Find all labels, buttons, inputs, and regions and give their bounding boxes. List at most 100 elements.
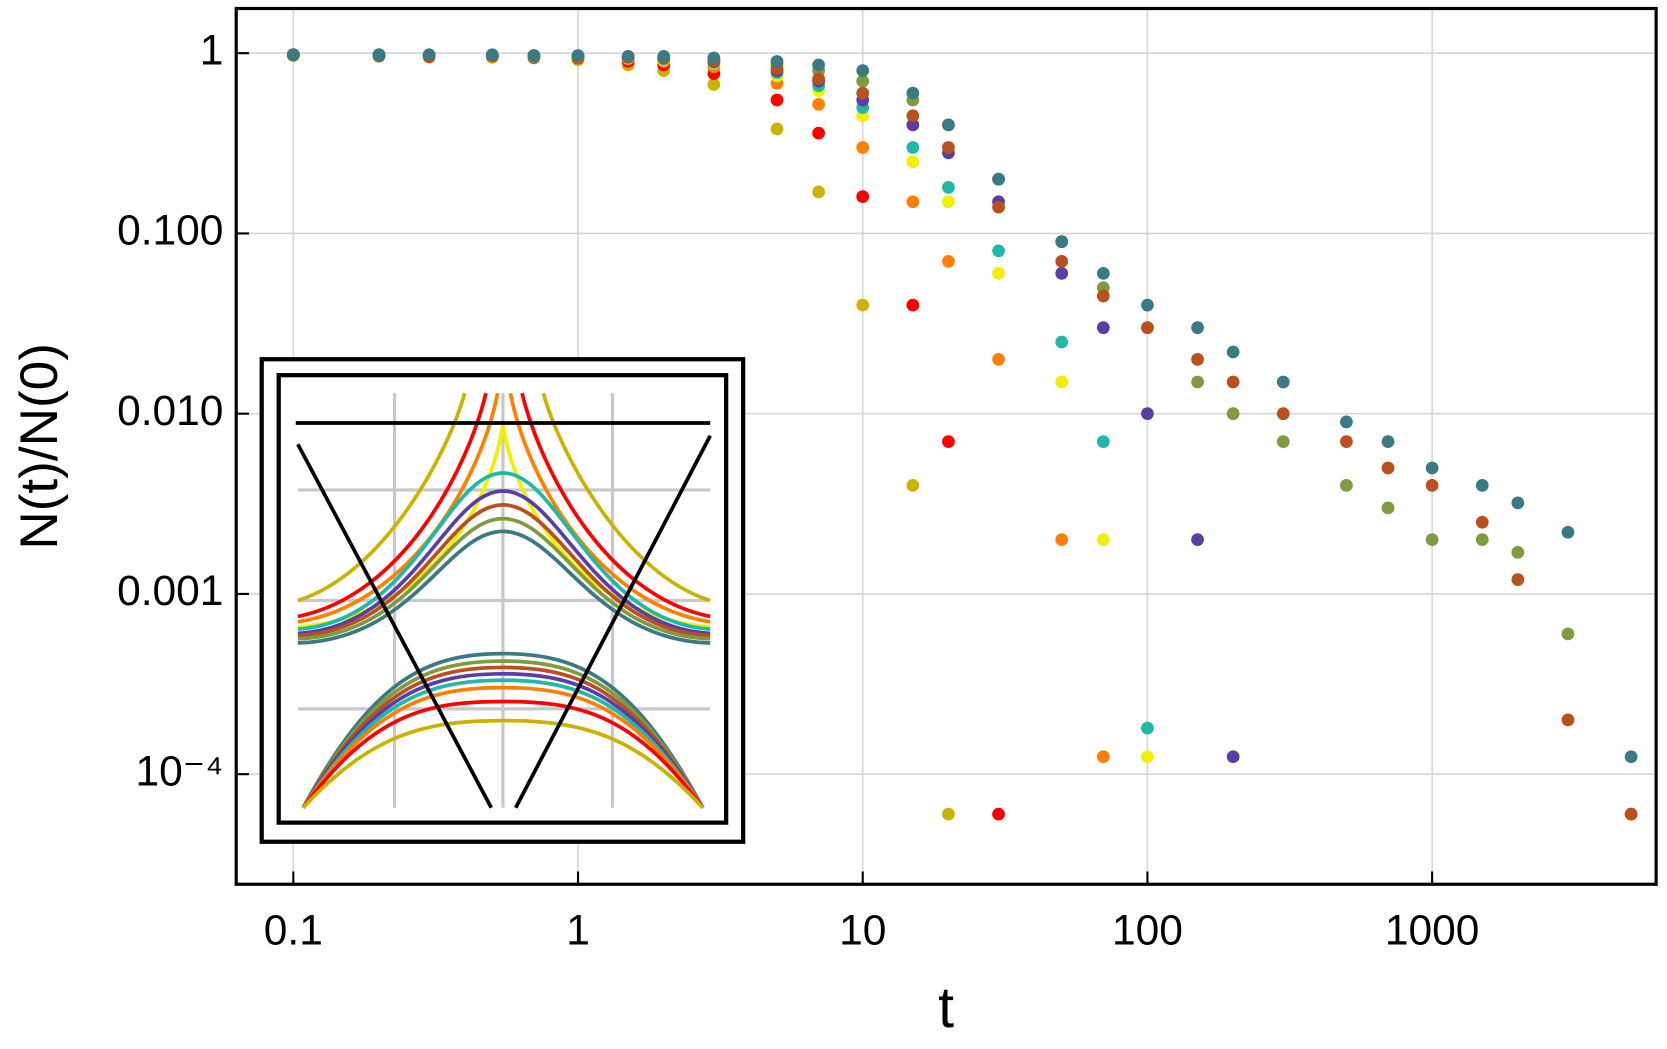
- data-point: [1096, 267, 1110, 280]
- data-point: [1276, 435, 1290, 448]
- data-point: [1561, 525, 1575, 539]
- data-point: [812, 98, 826, 111]
- data-point: [1226, 407, 1240, 421]
- data-point: [856, 64, 870, 78]
- inset: [259, 357, 746, 844]
- data-point: [1381, 461, 1395, 475]
- data-point: [1475, 515, 1489, 529]
- data-point: [1226, 375, 1240, 389]
- x-tick-label: 100: [1112, 907, 1183, 954]
- data-point: [1340, 435, 1353, 448]
- data-point: [906, 195, 920, 209]
- data-point: [1191, 533, 1204, 547]
- data-point: [942, 181, 955, 194]
- data-point: [856, 298, 870, 312]
- data-point: [992, 172, 1005, 186]
- data-point: [1475, 479, 1489, 492]
- inset-curves: [295, 392, 712, 810]
- data-point: [992, 353, 1005, 366]
- data-point: [527, 49, 541, 62]
- y-tick-label: 0.010: [117, 388, 223, 435]
- data-point: [1276, 375, 1290, 389]
- data-point: [1055, 267, 1069, 280]
- data-point: [1141, 750, 1154, 764]
- data-point: [906, 155, 920, 169]
- data-point: [707, 51, 721, 65]
- data-point: [485, 48, 499, 62]
- data-point: [1191, 321, 1204, 335]
- data-point: [906, 479, 920, 492]
- data-point: [1055, 254, 1069, 268]
- data-point: [1511, 496, 1525, 510]
- data-point: [1055, 335, 1069, 349]
- data-point: [1381, 501, 1395, 515]
- y-tick-label: 0.001: [117, 568, 223, 615]
- data-point: [286, 48, 300, 62]
- data-point: [1624, 750, 1638, 764]
- data-point: [1561, 627, 1575, 641]
- data-point: [1340, 415, 1353, 429]
- data-point: [856, 190, 870, 204]
- data-point: [906, 141, 920, 154]
- data-point: [1276, 407, 1290, 421]
- data-point: [422, 48, 436, 62]
- y-axis-label: N(t)/N(0): [10, 343, 69, 550]
- data-point: [657, 50, 671, 63]
- data-point: [812, 58, 826, 72]
- data-point: [942, 435, 955, 448]
- data-point: [1475, 533, 1489, 547]
- data-point: [571, 49, 585, 62]
- data-point: [372, 48, 386, 62]
- data-point: [942, 118, 955, 132]
- data-point: [992, 807, 1005, 821]
- data-marks: [286, 48, 1638, 821]
- data-point: [1141, 298, 1154, 312]
- data-point: [1561, 713, 1575, 727]
- data-point: [942, 254, 955, 268]
- data-point: [1624, 807, 1638, 821]
- data-point: [1141, 407, 1154, 421]
- x-tick-label: 10: [839, 907, 886, 954]
- data-point: [1096, 435, 1110, 448]
- data-point: [812, 185, 826, 199]
- data-point: [1096, 321, 1110, 335]
- data-point: [1055, 533, 1069, 547]
- data-point: [1191, 375, 1204, 389]
- data-point: [621, 50, 635, 63]
- data-point: [1511, 546, 1525, 559]
- data-point: [1191, 353, 1204, 366]
- data-point: [942, 195, 955, 209]
- y-tick-label: 0.100: [117, 208, 223, 255]
- data-point: [1511, 573, 1525, 587]
- data-point: [856, 74, 870, 88]
- y-tick-label: 1: [200, 27, 224, 74]
- data-point: [1340, 479, 1353, 492]
- data-point: [1381, 435, 1395, 448]
- data-point: [1425, 479, 1439, 492]
- data-point: [856, 86, 870, 100]
- data-point: [1141, 721, 1154, 735]
- data-point: [1055, 375, 1069, 389]
- data-point: [1226, 345, 1240, 359]
- data-point: [856, 141, 870, 154]
- data-point: [906, 109, 920, 123]
- x-tick-label: 1000: [1385, 907, 1480, 954]
- data-point: [992, 244, 1005, 258]
- data-point: [1096, 533, 1110, 547]
- data-point: [1425, 461, 1439, 475]
- data-point: [770, 122, 784, 136]
- data-point: [812, 126, 826, 140]
- data-point: [906, 86, 920, 100]
- plot-frame: [234, 6, 1658, 886]
- x-tick-label: 1: [566, 907, 590, 954]
- data-point: [770, 55, 784, 68]
- data-point: [906, 298, 920, 312]
- data-point: [1096, 289, 1110, 303]
- data-point: [992, 200, 1005, 214]
- data-point: [707, 78, 721, 91]
- data-point: [812, 72, 826, 86]
- data-point: [906, 118, 920, 132]
- data-point: [942, 807, 955, 821]
